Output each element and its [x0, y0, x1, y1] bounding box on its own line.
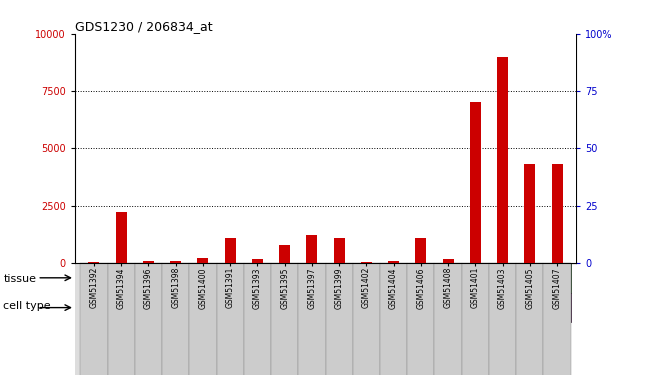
- Bar: [516, 263, 544, 375]
- Bar: [89, 262, 100, 263]
- Bar: [361, 262, 372, 263]
- Text: percentile rank within the sample: percentile rank within the sample: [98, 350, 273, 360]
- Bar: [80, 263, 107, 375]
- Bar: [170, 261, 181, 263]
- Bar: [443, 260, 454, 263]
- Text: Rho lo: Rho lo: [391, 303, 424, 313]
- Bar: [434, 263, 462, 375]
- Bar: [189, 263, 217, 375]
- Bar: [353, 263, 571, 293]
- Point: [116, 210, 126, 216]
- Bar: [217, 293, 353, 322]
- Bar: [271, 263, 298, 375]
- Point: [252, 129, 262, 135]
- Bar: [75, 263, 565, 375]
- Point: [89, 116, 99, 122]
- Point: [171, 152, 181, 158]
- Bar: [462, 263, 489, 375]
- Bar: [298, 263, 326, 375]
- Point: [552, 42, 562, 48]
- Bar: [388, 261, 399, 263]
- Bar: [326, 263, 353, 375]
- Bar: [307, 236, 317, 263]
- Point: [470, 38, 480, 44]
- Bar: [551, 164, 562, 263]
- Bar: [353, 293, 462, 322]
- Bar: [544, 263, 571, 375]
- Bar: [415, 238, 426, 263]
- Point: [143, 154, 154, 160]
- Point: [334, 70, 344, 76]
- Point: [307, 70, 317, 76]
- Bar: [252, 260, 263, 263]
- Text: tissue: tissue: [3, 274, 36, 284]
- Bar: [225, 238, 236, 263]
- Point: [443, 113, 453, 119]
- Bar: [143, 261, 154, 263]
- Bar: [80, 263, 353, 293]
- Bar: [279, 244, 290, 263]
- Bar: [380, 263, 408, 375]
- Bar: [80, 293, 217, 322]
- Point: [198, 146, 208, 152]
- Bar: [524, 164, 535, 263]
- Point: [361, 113, 372, 119]
- Text: umbilical cord blood: umbilical cord blood: [163, 273, 270, 283]
- Text: count: count: [98, 329, 127, 339]
- Bar: [243, 263, 271, 375]
- Bar: [470, 102, 481, 263]
- Bar: [217, 263, 243, 375]
- Bar: [107, 263, 135, 375]
- Bar: [408, 263, 434, 375]
- Bar: [497, 57, 508, 263]
- Bar: [489, 263, 516, 375]
- Text: Rho lo: Rho lo: [132, 303, 165, 313]
- Text: GDS1230 / 206834_at: GDS1230 / 206834_at: [75, 20, 212, 33]
- Point: [415, 70, 426, 76]
- Bar: [116, 213, 127, 263]
- Bar: [462, 293, 571, 322]
- Bar: [135, 263, 162, 375]
- Text: bone marrow: bone marrow: [427, 273, 496, 283]
- Point: [225, 70, 236, 76]
- Text: Rho hi: Rho hi: [500, 303, 533, 313]
- Point: [389, 104, 399, 110]
- Point: [497, 33, 508, 39]
- Point: [279, 79, 290, 85]
- Bar: [197, 258, 208, 263]
- Text: Rho hi: Rho hi: [268, 303, 301, 313]
- Bar: [334, 238, 344, 263]
- Point: [525, 40, 535, 46]
- Bar: [353, 263, 380, 375]
- Text: cell type: cell type: [3, 301, 51, 310]
- Bar: [162, 263, 189, 375]
